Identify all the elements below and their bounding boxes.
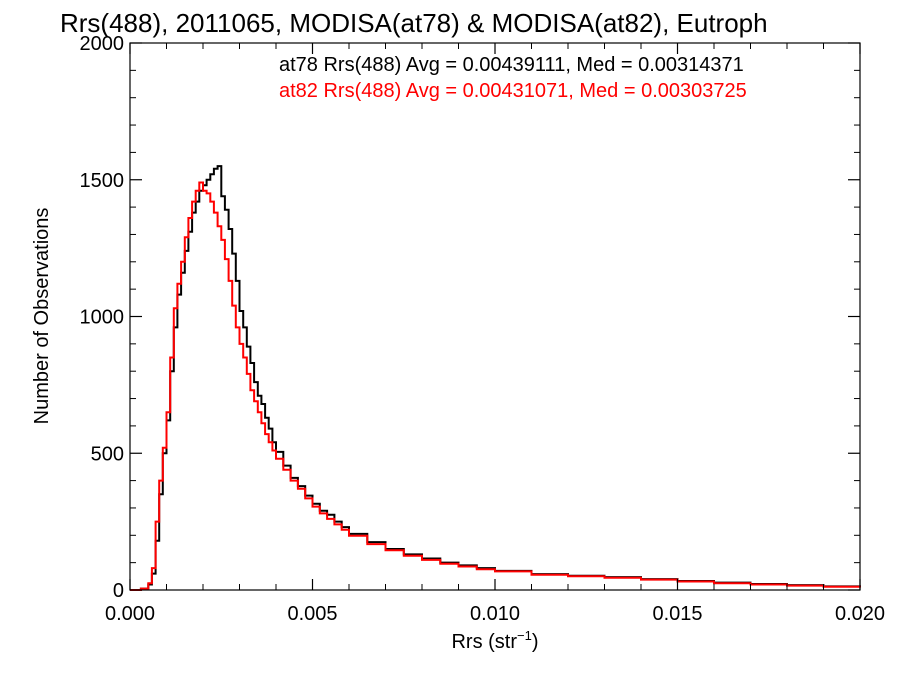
chart-title: Rrs(488), 2011065, MODISA(at78) & MODISA… bbox=[60, 8, 768, 38]
x-tick-label: 0.010 bbox=[470, 603, 520, 625]
y-tick-label: 1000 bbox=[80, 307, 125, 329]
x-axis-label: Rrs (str−1) bbox=[451, 628, 538, 653]
plot-frame bbox=[129, 42, 861, 591]
x-axis-label-sup: −1 bbox=[517, 628, 532, 643]
tick-layer: 0.000 0.005 0.010 0.015 0.020 0 500 1000 1500 200… bbox=[80, 33, 886, 625]
x-tick-label: 0.000 bbox=[105, 603, 155, 625]
x-tick-label: 0.015 bbox=[652, 603, 702, 625]
series-line-1 bbox=[130, 181, 861, 591]
y-tick-label: 1500 bbox=[80, 170, 125, 192]
y-tick-label: 0 bbox=[113, 580, 124, 602]
series-line-0 bbox=[130, 165, 861, 591]
x-axis-label-main: Rrs (str bbox=[451, 631, 517, 653]
y-tick-label: 2000 bbox=[80, 33, 125, 55]
y-axis-label: Number of Observations bbox=[31, 208, 53, 425]
x-tick-label: 0.005 bbox=[287, 603, 337, 625]
x-tick-label: 0.020 bbox=[835, 603, 885, 625]
x-axis-label-close: ) bbox=[532, 631, 539, 653]
annotation-at78: at78 Rrs(488) Avg = 0.00439111, Med = 0.… bbox=[279, 54, 744, 76]
series-layer bbox=[130, 165, 861, 591]
y-tick-label: 500 bbox=[91, 443, 124, 465]
annotation-at82: at82 Rrs(488) Avg = 0.00431071, Med = 0.… bbox=[279, 80, 747, 102]
